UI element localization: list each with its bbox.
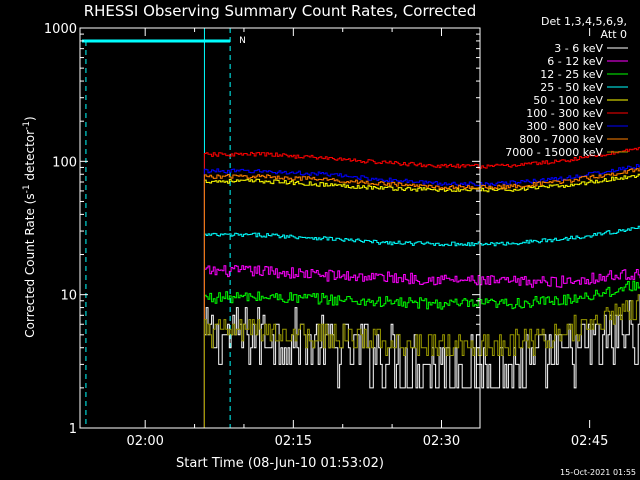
- legend-label-6: 300 - 800 keV: [526, 120, 603, 133]
- series-line-8: [203, 294, 640, 428]
- x-axis-label: Start Time (08-Jun-10 01:53:02): [176, 456, 384, 471]
- legend-label-8: 7000 - 15000 keV: [505, 146, 603, 159]
- series-line-3: [203, 225, 640, 428]
- legend-label-5: 100 - 300 keV: [526, 107, 603, 120]
- series-line-7: [203, 167, 640, 428]
- series-line-6: [203, 164, 640, 428]
- series-line-4: [203, 173, 640, 428]
- chart-title: RHESSI Observing Summary Count Rates, Co…: [84, 2, 477, 20]
- y-tick-label: 100: [52, 155, 77, 170]
- legend-label-4: 50 - 100 keV: [533, 94, 603, 107]
- x-tick-label: 02:45: [571, 434, 608, 449]
- x-tick-label: 02:15: [275, 434, 312, 449]
- plot-area: N: [82, 28, 640, 428]
- x-tick-label: 02:00: [126, 434, 163, 449]
- legend-label-1: 6 - 12 keV: [547, 55, 603, 68]
- flag-label: N: [239, 36, 246, 46]
- series-line-2: [203, 280, 640, 428]
- series-line-5: [203, 146, 640, 428]
- legend-label-2: 12 - 25 keV: [540, 68, 603, 81]
- series-line-0: [203, 294, 640, 428]
- legend-header-att: Att 0: [601, 28, 627, 41]
- legend-label-3: 25 - 50 keV: [540, 81, 603, 94]
- legend-label-7: 800 - 7000 keV: [519, 133, 603, 146]
- y-tick-label: 1000: [44, 22, 77, 37]
- axes: 02:0002:1502:3002:4503:0003:1503:3011010…: [44, 22, 608, 449]
- legend-header-det: Det 1,3,4,5,6,9,: [541, 15, 627, 28]
- series-line-1: [203, 265, 640, 428]
- y-axis-label: Corrected Count Rate (s-1 detector-1): [22, 116, 37, 337]
- y-tick-label: 1: [69, 422, 77, 437]
- x-tick-label: 02:30: [423, 434, 460, 449]
- plot-frame: [79, 27, 481, 429]
- legend-label-0: 3 - 6 keV: [554, 42, 603, 55]
- y-tick-label: 10: [60, 289, 77, 304]
- timestamp: 15-Oct-2021 01:55: [560, 468, 636, 477]
